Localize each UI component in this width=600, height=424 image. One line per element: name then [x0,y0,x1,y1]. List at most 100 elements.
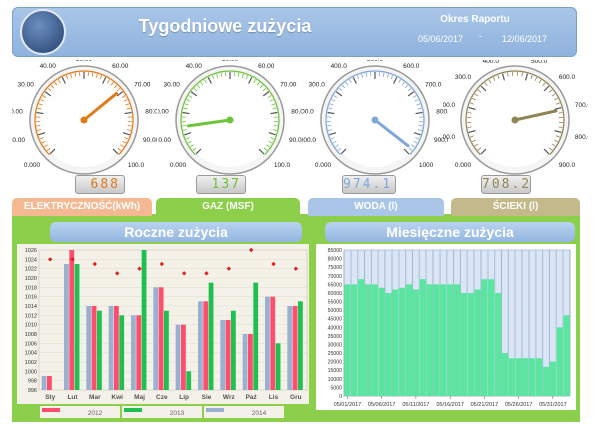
gauge-tick [407,91,415,97]
water-gauge: 0.000 100.0 200.0 300.0 400.0 500.0 600.0 700.0… [297,56,453,185]
gauge-tick [49,148,56,155]
gauge-tick [411,144,415,148]
yearly-x-tick-label: Sty [45,394,56,401]
gauge-tick-label: 600.0 [559,74,576,81]
gauge-tick [47,87,52,92]
monthly-value-bar [426,284,433,396]
gauge-tick [74,72,77,77]
header-bar [12,7,577,57]
bar-2012-Maj [136,315,142,390]
bar-2014-Paź [242,334,248,390]
gauge-tick [193,87,198,92]
yearly-plot-area [38,249,308,391]
gauge-tick [203,79,207,84]
gauge-tick [183,129,188,131]
gauge-tick [398,79,402,84]
gauge-tick [468,130,476,134]
waste-readout: 708.2 [481,175,532,194]
gauge-tick [361,73,364,78]
gauge-tick-label: 80.00 [145,108,157,115]
gauge-tick [328,129,333,131]
gauge-tick [470,102,475,105]
water-gauge-needle [373,118,410,148]
gauge-tick-label: 20.00 [158,108,169,115]
gauge-tick [65,75,69,80]
gauge-tick [61,76,66,84]
gauge-tick [477,89,482,93]
bar-2013-Lut [74,264,80,390]
yearly-y-tick-label: 1002 [25,360,37,366]
gauge-tick-label: 50.00 [222,60,239,63]
gauge-tick [327,125,332,127]
tab-electricity[interactable]: ELEKTRYCZNOŚĆ(kWh) [12,198,152,216]
monthly-value-bar [488,279,495,396]
yearly-x-tick-label: Maj [134,394,145,401]
gauge-tick [192,147,197,151]
gauge-tick-label: 0.000 [455,162,472,169]
monthly-y-tick-label: 10000 [328,377,343,383]
gauge-tick [413,132,421,136]
gauge-tick [272,107,277,110]
yearly-y-tick-label: 1020 [25,276,37,282]
monthly-y-tick-label: 70000 [328,274,343,280]
gauge-tick [331,99,336,102]
gauge-tick [417,129,422,131]
report-start-date[interactable]: 05/06/2017 [418,34,464,44]
bar-2012-Lis [270,296,276,390]
bar-2012-Sie [203,301,209,390]
report-end-date[interactable]: 12/06/2017 [502,34,548,44]
monthly-value-bar [494,292,502,396]
gauge-tick-label: 90.00 [289,137,303,144]
gauge-tick-label: 30.00 [18,82,35,89]
gauge-tick [122,132,130,136]
gauge-tick [122,140,127,144]
gauge-tick-label: 10.00 [158,137,171,144]
gauge-tick [548,89,553,93]
gauge-tick-label: 40.00 [186,63,203,70]
gauge-tick [183,107,188,110]
monthly-y-tick-label: 35000 [328,334,343,340]
yearly-y-tick-label: 998 [28,379,37,385]
monthly-value-bar [412,289,420,396]
gauge-tick [70,73,73,78]
gauge-tick [356,75,360,80]
monthly-y-tick-label: 80000 [328,257,343,263]
gauge-tick-label: 0.000 [24,162,41,169]
gauge-tick [543,148,550,155]
tab-water[interactable]: WODA (l) [308,198,444,216]
gauge-tick [348,79,352,84]
gauge-tick-label: 300.0 [309,82,326,89]
bar-2014-Gru [287,306,293,390]
gauge-hub [371,116,379,124]
yearly-marker-Lis [271,261,276,267]
gauge-tick [554,97,558,101]
gauge-tick [200,81,204,86]
gauge-tick-label: 300.0 [455,74,472,81]
gauge-tick [211,75,215,80]
gauge-tick [327,111,335,115]
gauge-tick [46,147,51,151]
tab-waste[interactable]: ŚCIEKI (l) [451,198,580,216]
gauge-tick [262,87,267,92]
gauge-tick [269,99,274,102]
gauge-tick [102,76,107,84]
gauge-tick-label: 60.00 [112,63,129,70]
bar-2012-Kwi [113,306,119,390]
monthly-x-tick-label: 05/16/2017 [436,402,464,408]
gauge-tick [332,140,337,144]
gauge-tick [124,137,129,140]
tab-gas[interactable]: GAZ (MSF) [156,198,300,216]
monthly-value-bar [357,279,365,396]
gauge-tick [121,95,126,98]
gauge-tick [190,144,194,148]
gauge-tick [41,140,46,144]
gauge-tick [116,87,121,92]
gauge-tick [414,99,419,102]
gauge-tick-label: 90.00 [143,137,157,144]
yearly-x-tick-label: Gru [290,394,302,401]
gauge-tick [501,73,505,81]
monthly-value-bar [529,358,536,396]
monthly-y-tick-label: 25000 [328,351,343,357]
legend-swatch-2012 [42,408,60,412]
